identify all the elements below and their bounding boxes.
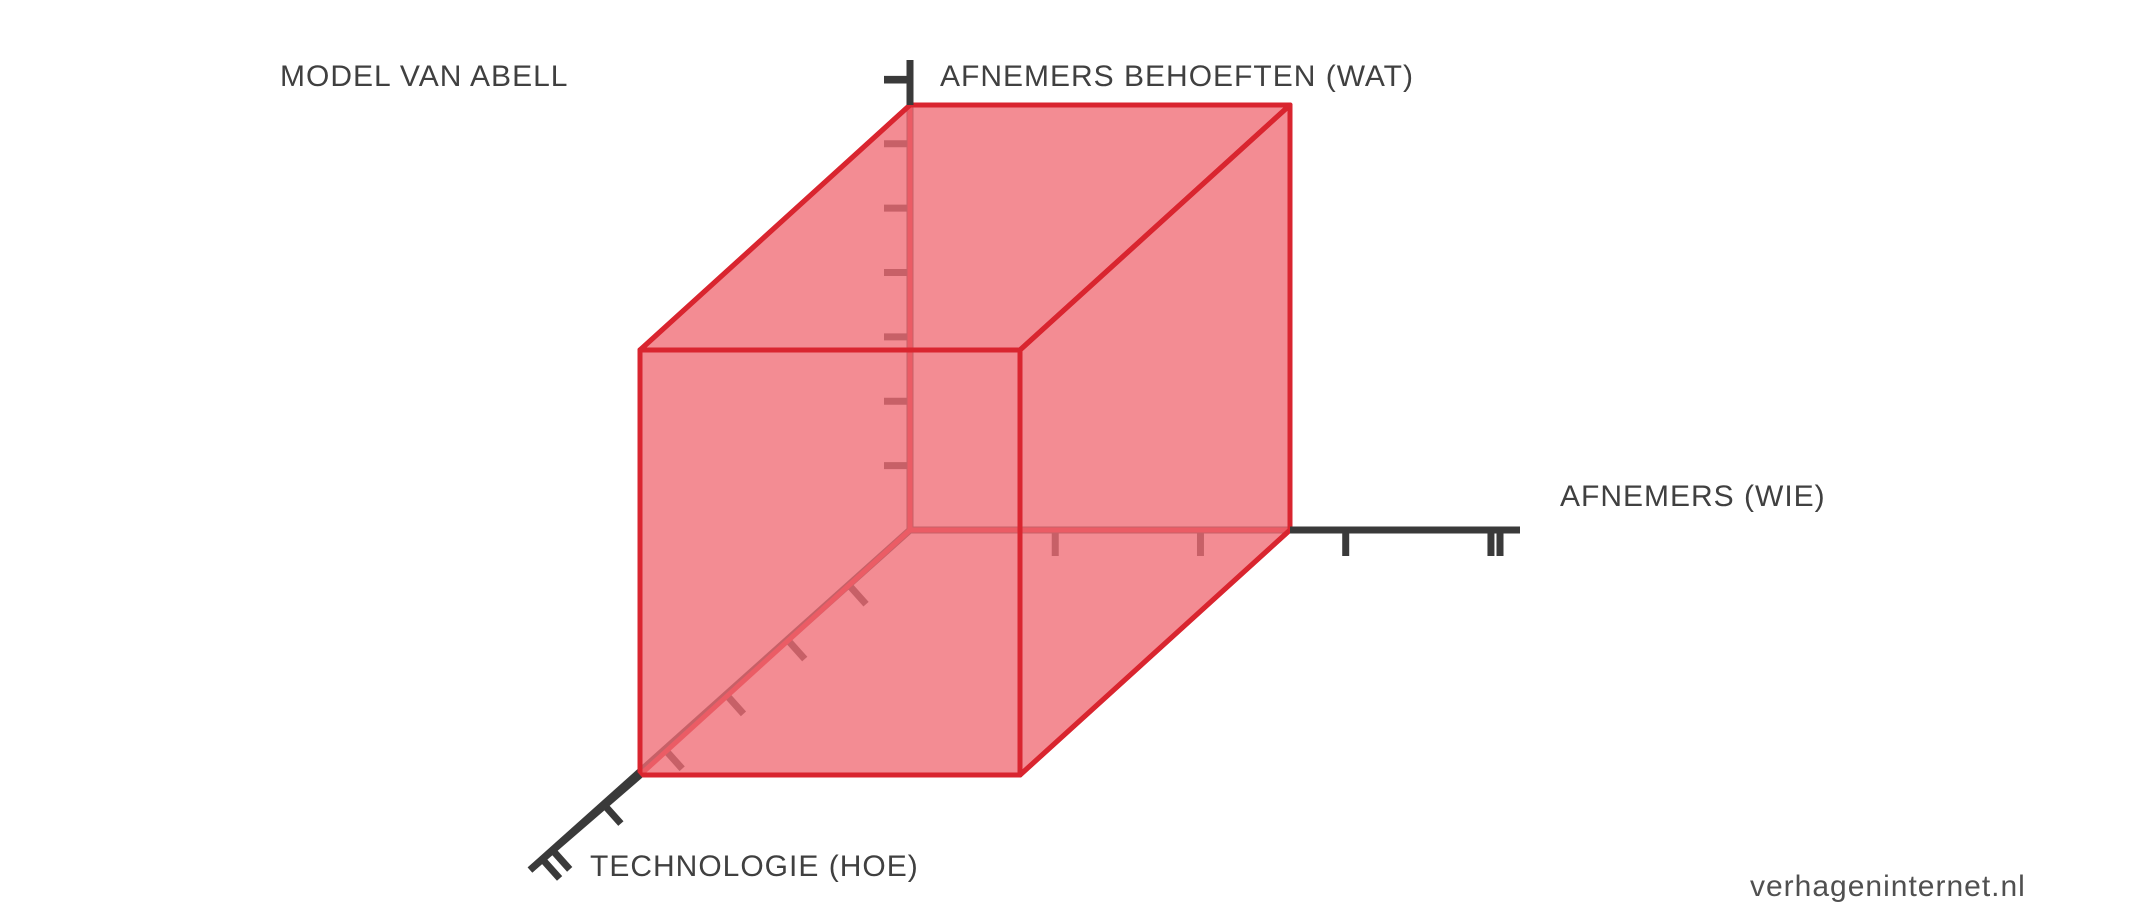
axis-z-label: TECHNOLOGIE (HOE) <box>590 850 919 884</box>
diagram-title: MODEL VAN ABELL <box>280 60 568 94</box>
abell-cube-svg <box>0 0 2141 920</box>
axis-y-label: AFNEMERS BEHOEFTEN (WAT) <box>940 60 1414 94</box>
diagram-canvas: MODEL VAN ABELL AFNEMERS BEHOEFTEN (WAT)… <box>0 0 2141 920</box>
source-credit: verhageninternet.nl <box>1750 870 2026 904</box>
axis-x-label: AFNEMERS (WIE) <box>1560 480 1826 514</box>
